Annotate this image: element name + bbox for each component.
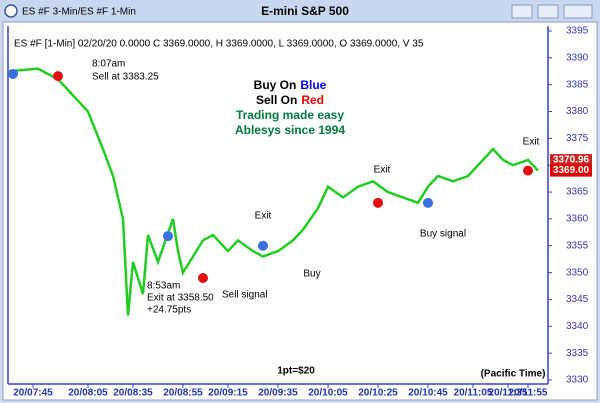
annotation: Exit	[255, 211, 272, 222]
price-tag	[550, 164, 592, 177]
y-tick-label: 3360	[566, 214, 589, 225]
y-tick-label: 3340	[566, 321, 589, 332]
y-tick-label: 3375	[566, 133, 589, 144]
price-tag	[550, 154, 592, 167]
legend-line: Sell On Red	[256, 93, 324, 107]
legend-part: Sell On	[256, 93, 297, 107]
y-tick-label: 3335	[566, 348, 589, 359]
x-tick-label: 20/11:55	[509, 388, 548, 399]
signal-dot	[523, 165, 533, 176]
x-tick-label: 20/10:05	[308, 388, 348, 399]
annotation: Sell at 3383.25	[92, 72, 159, 83]
legend-part: Blue	[300, 78, 326, 92]
price-header: ES #F [1-Min] 02/20/20 0.0000 C 3369.000…	[14, 39, 424, 50]
y-tick-label: 3385	[566, 79, 589, 90]
title-bar	[0, 0, 600, 22]
price-tag-label: 3369.00	[553, 165, 590, 176]
annotation: +24.75pts	[147, 305, 191, 316]
signal-dot	[258, 240, 268, 251]
x-tick-label: 20/09:35	[258, 388, 298, 399]
chart-title: E-mini S&P 500	[261, 4, 349, 18]
signal-dot	[163, 231, 173, 242]
legend-line: Buy On Blue	[254, 78, 327, 92]
x-tick-label: 20/08:55	[163, 388, 203, 399]
close-button[interactable]	[563, 4, 593, 19]
annotation: Buy	[303, 269, 320, 280]
y-tick-label: 3350	[566, 267, 589, 278]
legend-part: Buy On	[254, 78, 297, 92]
x-tick-label: 20/11:35	[489, 388, 528, 399]
annotation: 1pt=$20	[277, 366, 315, 377]
signal-dot	[373, 197, 383, 208]
x-tick-label: 20/11:05	[454, 388, 493, 399]
annotation: 8:53am	[147, 281, 180, 292]
y-tick-label: 3355	[566, 240, 589, 251]
legend-part: Trading made easy	[236, 108, 344, 122]
window-title: ES #F 3-Min/ES #F 1-Min	[22, 7, 136, 18]
legend-line: Trading made easy	[236, 108, 344, 122]
legend-part: Red	[301, 93, 324, 107]
maximize-button[interactable]	[537, 4, 559, 19]
signal-dot	[423, 197, 433, 208]
x-tick-label: 20/08:35	[113, 388, 153, 399]
x-tick-label: 20/10:25	[358, 388, 398, 399]
annotation: Sell signal	[222, 290, 268, 301]
y-tick-label: 3330	[566, 375, 589, 386]
signal-dot	[198, 272, 208, 283]
annotation: Exit	[523, 137, 540, 148]
annotation: Exit	[374, 165, 391, 176]
legend-line: Ablesys since 1994	[235, 123, 345, 137]
chart-area	[2, 21, 598, 401]
x-tick-label: 20/08:05	[68, 388, 108, 399]
x-tick-label: 20/07:45	[13, 388, 53, 399]
annotation: Exit at 3358.50	[147, 293, 214, 304]
y-tick-label: 3395	[566, 26, 589, 37]
y-tick-label: 3365	[566, 187, 589, 198]
y-tick-label: 3345	[566, 294, 589, 305]
price-line	[7, 67, 539, 316]
signal-dot	[53, 71, 63, 82]
annotation: (Pacific Time)	[481, 369, 546, 380]
y-tick-label: 3380	[566, 106, 589, 117]
app-icon	[4, 4, 18, 18]
annotation: Buy signal	[420, 229, 466, 240]
x-tick-label: 20/09:15	[208, 388, 248, 399]
y-tick-label: 3390	[566, 52, 589, 63]
x-tick-label: 20/10:45	[408, 388, 448, 399]
minimize-button[interactable]	[511, 4, 533, 19]
signal-dot	[8, 68, 18, 79]
legend-part: Ablesys since 1994	[235, 123, 345, 137]
price-tag-label: 3370.96	[553, 155, 590, 166]
annotation: 8:07am	[92, 59, 125, 70]
